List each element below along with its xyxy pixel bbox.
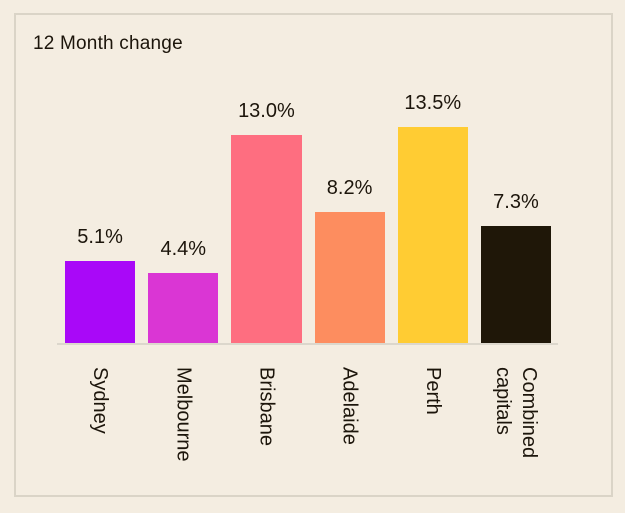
value-label-melbourne: 4.4% (160, 238, 207, 260)
x-label-adelaide: Adelaide (338, 367, 361, 445)
bar-perth (397, 127, 468, 343)
chart-title: 12 Month change (33, 33, 183, 54)
x-label-perth: Perth (421, 367, 444, 415)
x-label-cell: Sydney (65, 367, 135, 485)
bar-column-combined-capitals: 7.3% (480, 191, 552, 343)
x-axis-labels-row: Sydney Melbourne Brisbane Adelaide Perth… (65, 367, 551, 485)
value-label-combined-capitals: 7.3% (493, 191, 539, 213)
bar-melbourne (148, 273, 219, 343)
value-label-sydney: 5.1% (77, 226, 123, 248)
bar-column-melbourne: 4.4% (148, 238, 219, 343)
bar-column-adelaide: 8.2% (314, 177, 385, 343)
bar-column-sydney: 5.1% (65, 226, 136, 343)
bar-combined-capitals (480, 226, 552, 343)
x-label-sydney: Sydney (89, 367, 112, 434)
bar-column-perth: 13.5% (397, 92, 468, 343)
value-label-perth: 13.5% (404, 92, 462, 114)
x-label-melbourne: Melbourne (172, 367, 195, 462)
bars-row: 5.1% 4.4% 13.0% 8.2% 13.5% 7.3% (65, 15, 552, 343)
value-label-adelaide: 8.2% (326, 177, 373, 199)
value-label-brisbane: 13.0% (238, 100, 295, 122)
x-label-cell: Adelaide (315, 367, 385, 485)
x-label-cell: Perth (398, 367, 468, 485)
x-label-cell: Melbourne (148, 367, 218, 485)
bar-brisbane (231, 135, 302, 343)
bar-sydney (65, 261, 136, 343)
x-label-cell: Brisbane (231, 367, 301, 485)
x-axis-line (57, 343, 558, 345)
chart-panel: 12 Month change 5.1% 4.4% 13.0% 8.2% 13.… (14, 13, 613, 497)
x-label-combined-capitals: Combined capitals (491, 367, 540, 459)
x-label-cell: Combined capitals (481, 367, 551, 485)
bar-adelaide (314, 212, 385, 343)
bar-column-brisbane: 13.0% (231, 100, 302, 343)
x-label-brisbane: Brisbane (255, 367, 278, 446)
